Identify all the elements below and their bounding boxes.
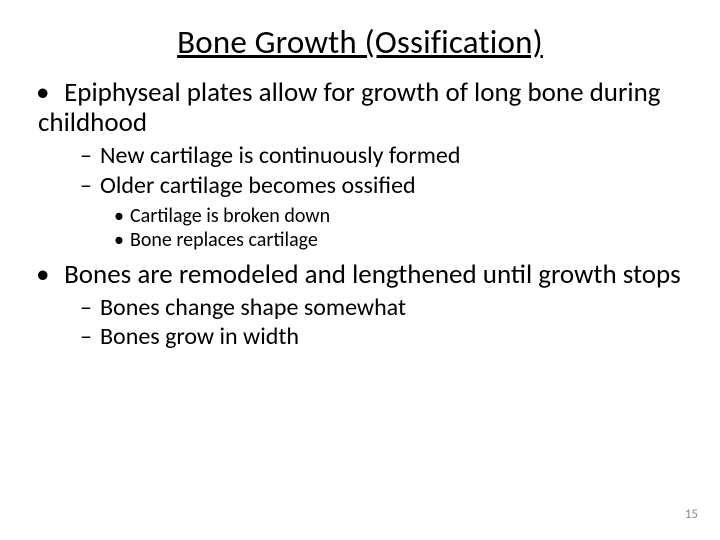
bullet-text: Bones change shape somewhat — [100, 293, 406, 322]
bullet-text: Cartilage is broken down — [130, 204, 330, 228]
bullet-text: Bones are remodeled and lengthened until… — [64, 258, 681, 291]
bullet-text: Bones grow in width — [100, 322, 299, 351]
list-item: Bones change shape somewhat — [80, 294, 684, 322]
page-number: 15 — [685, 507, 698, 522]
slide: Bone Growth (Ossification) Epiphyseal pl… — [0, 0, 720, 540]
bullet-text: Older cartilage becomes ossified — [100, 171, 416, 200]
bullet-list-level1: Epiphyseal plates allow for growth of lo… — [38, 78, 684, 351]
bullet-text: Epiphyseal plates allow for growth of lo… — [38, 76, 661, 139]
bullet-text: New cartilage is continuously formed — [100, 141, 460, 170]
bullet-text: Bone replaces cartilage — [130, 228, 318, 252]
list-item: Bones are remodeled and lengthened until… — [38, 260, 684, 351]
bullet-list-level2: Bones change shape somewhat Bones grow i… — [80, 294, 684, 351]
slide-title: Bone Growth (Ossification) — [36, 22, 684, 62]
list-item: Bones grow in width — [80, 323, 684, 351]
slide-body: Epiphyseal plates allow for growth of lo… — [36, 78, 684, 351]
list-item: New cartilage is continuously formed — [80, 142, 684, 170]
list-item: Cartilage is broken down — [114, 204, 684, 228]
bullet-list-level3: Cartilage is broken down Bone replaces c… — [114, 204, 684, 252]
list-item: Bone replaces cartilage — [114, 228, 684, 252]
list-item: Older cartilage becomes ossified Cartila… — [80, 172, 684, 252]
list-item: Epiphyseal plates allow for growth of lo… — [38, 78, 684, 252]
bullet-list-level2: New cartilage is continuously formed Old… — [80, 142, 684, 251]
